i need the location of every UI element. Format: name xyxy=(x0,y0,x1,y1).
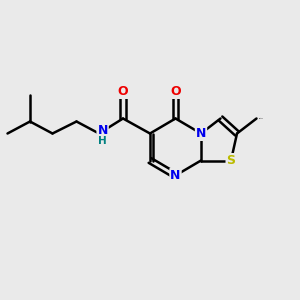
Text: N: N xyxy=(98,124,108,137)
Text: S: S xyxy=(226,154,236,167)
Text: O: O xyxy=(170,85,181,98)
Text: methyl: methyl xyxy=(259,118,264,119)
Text: N: N xyxy=(170,169,181,182)
Text: N: N xyxy=(196,127,206,140)
Text: O: O xyxy=(118,85,128,98)
Text: H: H xyxy=(98,136,107,146)
